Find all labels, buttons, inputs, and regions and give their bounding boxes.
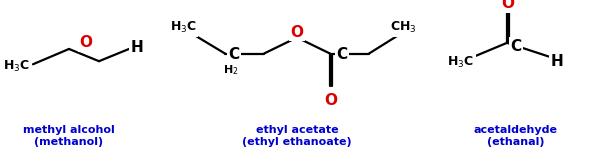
Text: H: H <box>550 54 563 69</box>
Text: acetaldehyde
(ethanal): acetaldehyde (ethanal) <box>474 125 558 147</box>
Text: H$_3$C: H$_3$C <box>4 59 30 74</box>
Text: H: H <box>130 40 143 55</box>
Text: C: C <box>229 47 239 62</box>
Text: CH$_3$: CH$_3$ <box>390 20 416 35</box>
Text: H$_3$C: H$_3$C <box>448 54 474 69</box>
Text: O: O <box>79 35 92 50</box>
Text: O: O <box>290 25 304 40</box>
Text: H$_2$: H$_2$ <box>223 63 239 76</box>
Text: ethyl acetate
(ethyl ethanoate): ethyl acetate (ethyl ethanoate) <box>242 125 352 147</box>
Text: H$_3$C: H$_3$C <box>170 20 196 35</box>
Text: O: O <box>502 0 515 11</box>
Text: O: O <box>325 93 338 108</box>
Text: C: C <box>337 47 347 62</box>
Text: C: C <box>511 39 521 54</box>
Text: methyl alcohol
(methanol): methyl alcohol (methanol) <box>23 125 115 147</box>
